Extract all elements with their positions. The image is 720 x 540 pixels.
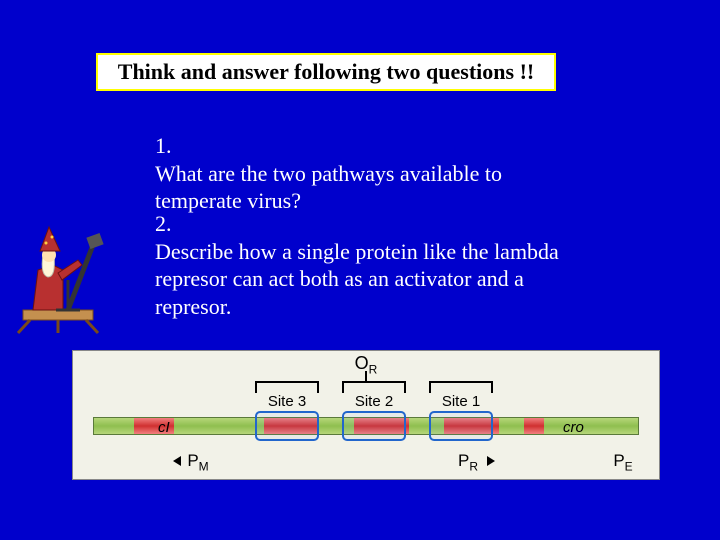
- title-box: Think and answer following two questions…: [96, 53, 556, 91]
- title-text: Think and answer following two questions…: [118, 59, 534, 84]
- site-box-2: [342, 411, 406, 441]
- gene-label-right: cro: [563, 419, 584, 436]
- question-1: 1. What are the two pathways available t…: [155, 132, 585, 215]
- label-site-1: Site 1: [442, 393, 480, 410]
- site-box-1: [429, 411, 493, 441]
- promoter-pe: PE: [613, 451, 632, 473]
- question-2-text: Describe how a single protein like the l…: [155, 238, 565, 321]
- question-2-number: 2.: [155, 210, 181, 238]
- label-site-2: Site 2: [355, 393, 393, 410]
- operator-diagram: OR Site 3 Site 2 Site 1 cI cro PM: [72, 350, 660, 480]
- question-2: 2. Describe how a single protein like th…: [155, 210, 595, 320]
- red-segment: [524, 418, 544, 434]
- question-1-number: 1.: [155, 132, 181, 160]
- arrow-pr-icon: [487, 456, 495, 466]
- arrow-pm-icon: [173, 456, 181, 466]
- site-box-3: [255, 411, 319, 441]
- gene-label-left: cI: [158, 419, 170, 436]
- promoter-pr: PR: [458, 451, 478, 473]
- label-site-3: Site 3: [268, 393, 306, 410]
- wizard-clipart: [8, 215, 118, 335]
- promoter-pm: PM: [187, 451, 208, 473]
- question-1-text: What are the two pathways available to t…: [155, 160, 555, 215]
